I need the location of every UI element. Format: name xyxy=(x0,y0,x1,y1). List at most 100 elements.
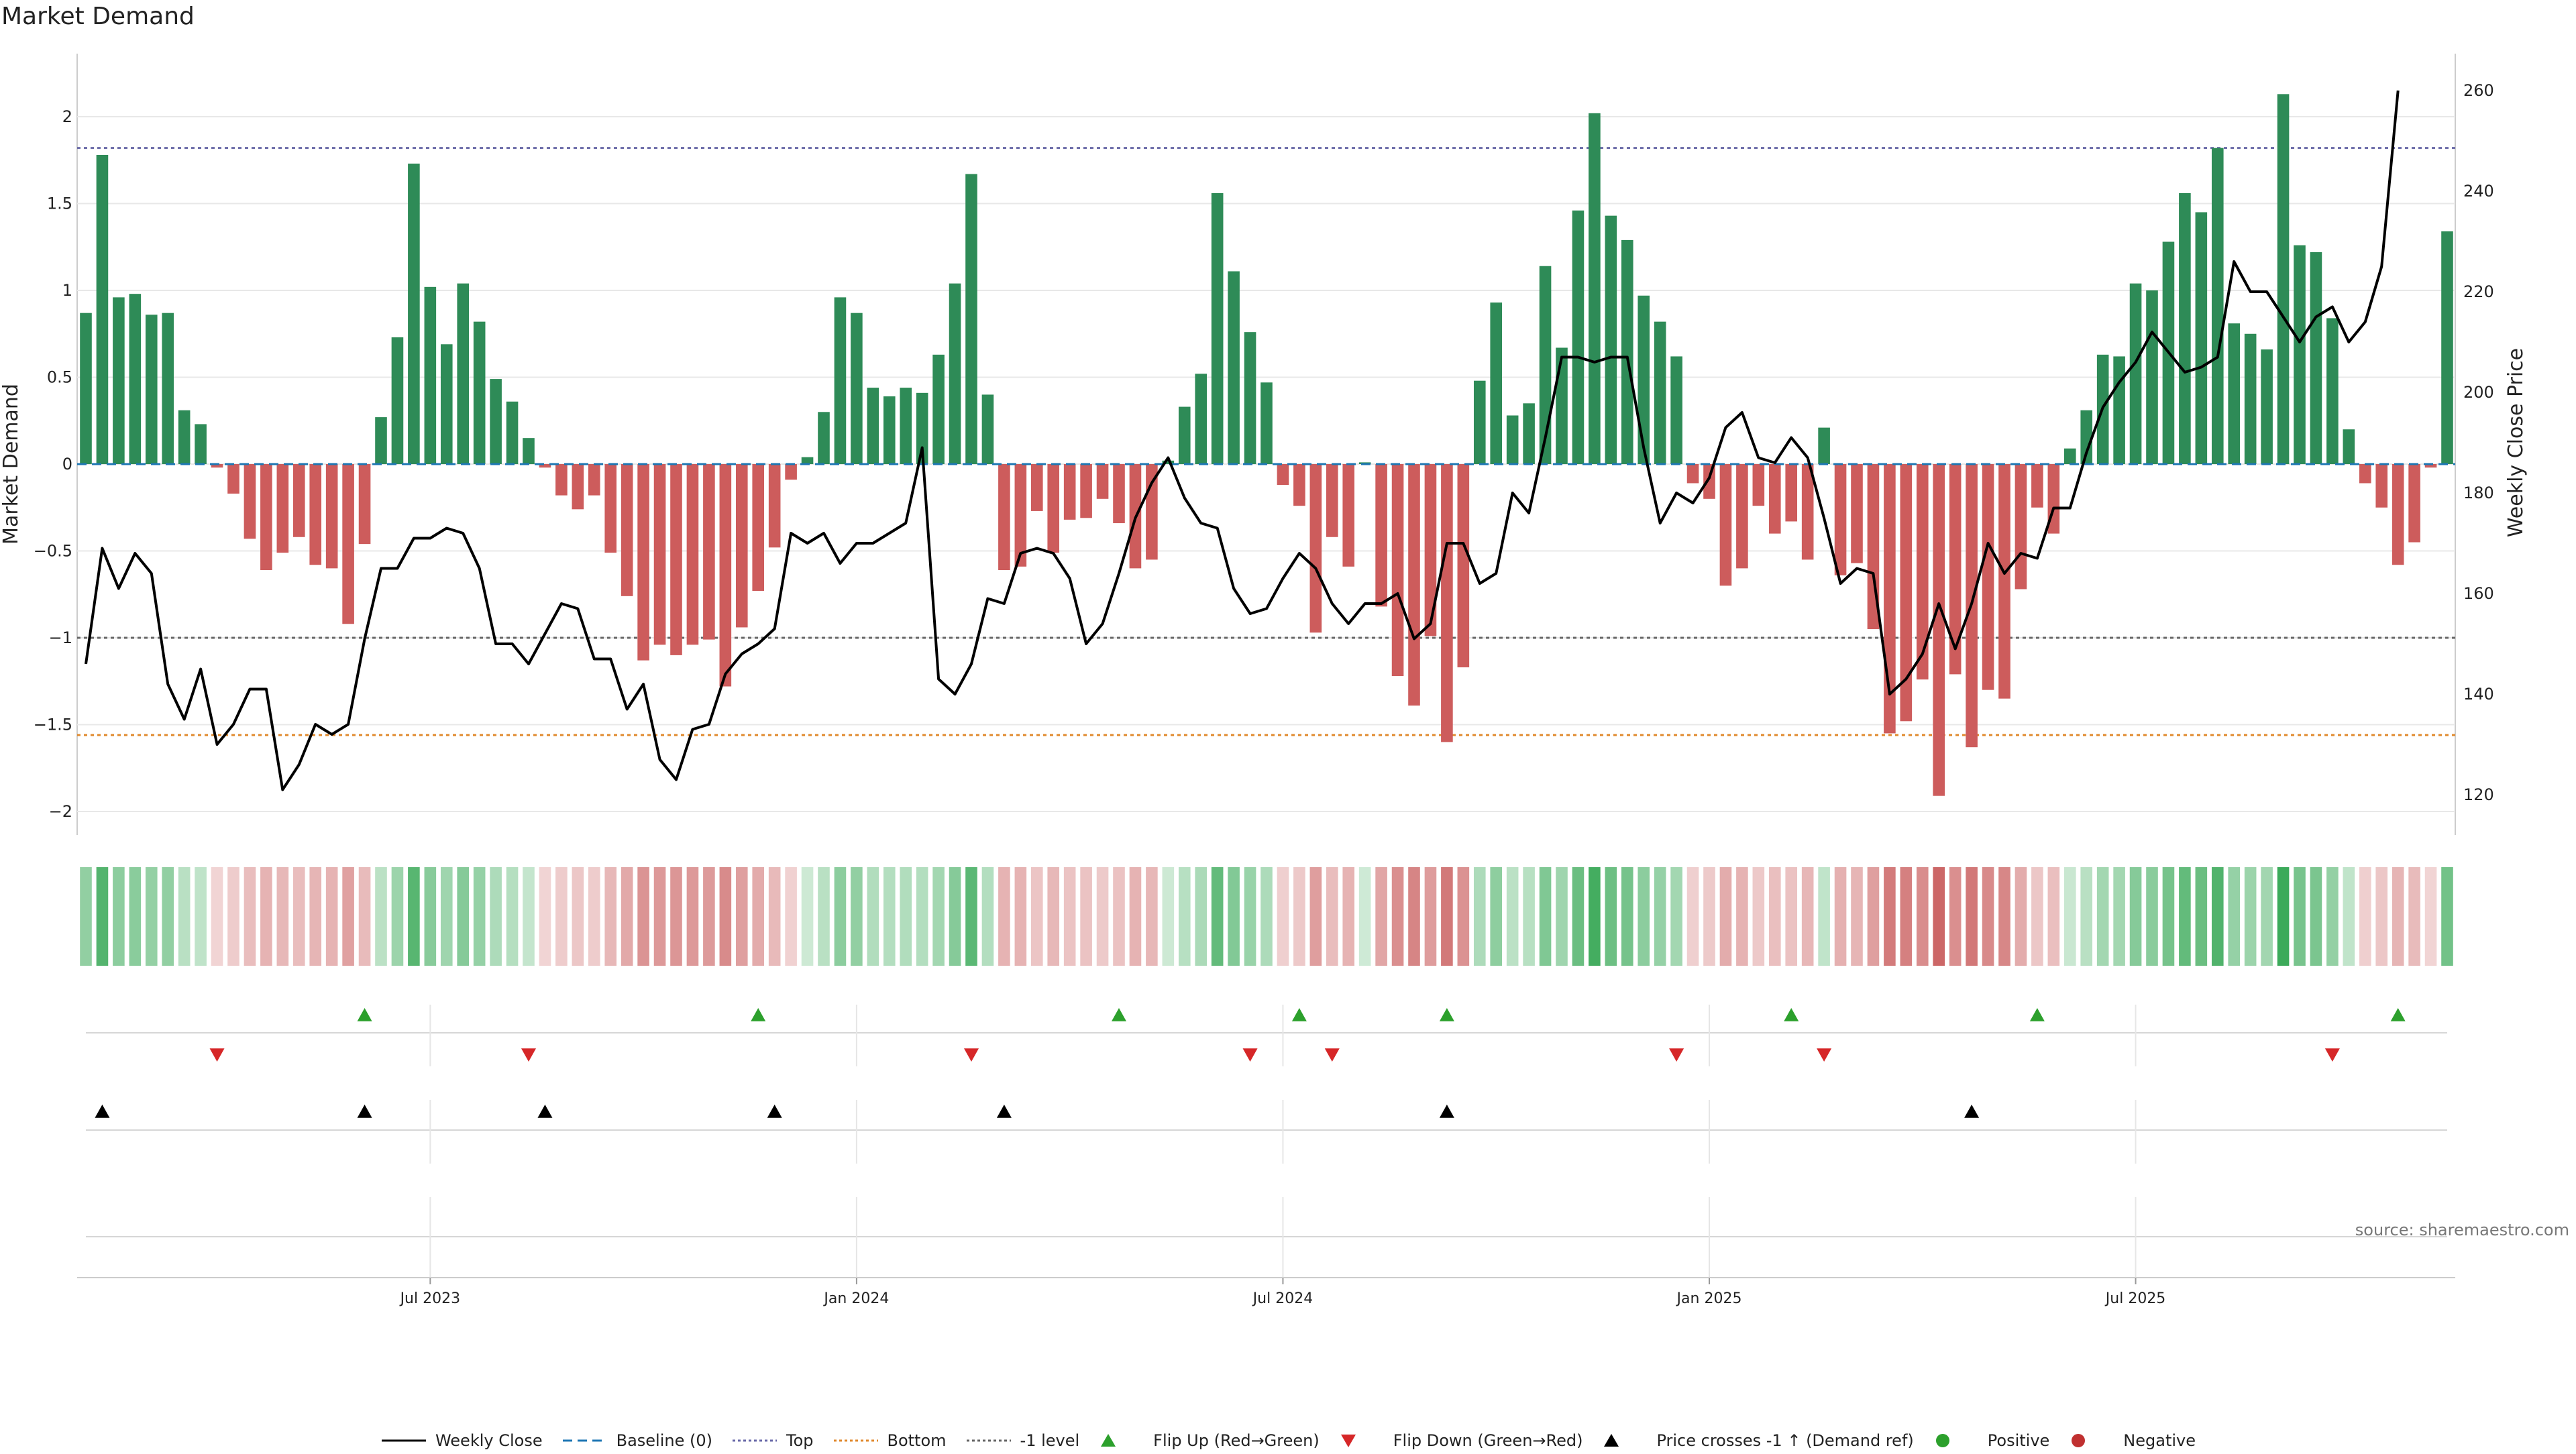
demand-bar xyxy=(752,464,765,592)
demand-bar xyxy=(1457,464,1470,668)
heat-strip-cell xyxy=(2211,867,2224,966)
demand-bar xyxy=(1752,464,1765,506)
demand-bar xyxy=(735,464,748,628)
legend-item: Price crosses -1 ↑ (Demand ref) xyxy=(1601,1431,1914,1450)
heat-strip-cell xyxy=(1014,867,1027,966)
heat-strip-cell xyxy=(1589,867,1601,966)
heat-strip-cell xyxy=(440,867,453,966)
demand-bar xyxy=(1244,332,1256,464)
heat-strip-cell xyxy=(883,867,896,966)
demand-bar xyxy=(2195,212,2208,464)
heat-strip-cell xyxy=(2047,867,2060,966)
heat-strip-cell xyxy=(2195,867,2208,966)
demand-bar xyxy=(1408,464,1420,706)
heat-strip-cell xyxy=(1030,867,1043,966)
heat-strip-cell xyxy=(1228,867,1240,966)
heat-strip-cell xyxy=(113,867,125,966)
heat-strip-cell xyxy=(473,867,486,966)
demand-bar xyxy=(1589,113,1601,464)
heat-strip-cell xyxy=(555,867,568,966)
demand-bar xyxy=(2326,318,2339,464)
flip-down-marker xyxy=(1242,1048,1258,1062)
heat-strip-cell xyxy=(1113,867,1125,966)
demand-bar xyxy=(1605,215,1617,464)
y-tick-label: 0.5 xyxy=(47,368,72,387)
demand-bar xyxy=(342,464,354,624)
legend-item: Negative xyxy=(2068,1431,2196,1450)
heat-strip-cell xyxy=(900,867,912,966)
heat-strip-cell xyxy=(1818,867,1830,966)
legend-label: Top xyxy=(786,1431,814,1450)
heat-strip-cell xyxy=(2129,867,2142,966)
heat-strip-cell xyxy=(653,867,666,966)
heat-strip-cell xyxy=(1146,867,1158,966)
flip-up-marker xyxy=(357,1008,372,1021)
heat-strip-cell xyxy=(1490,867,1503,966)
demand-bar xyxy=(801,457,814,464)
heat-strip-cell xyxy=(1670,867,1682,966)
heat-strip-cell xyxy=(965,867,977,966)
demand-bar xyxy=(1080,464,1092,518)
heat-strip-cell xyxy=(1375,867,1387,966)
demand-bar xyxy=(1686,464,1699,484)
heat-strip-cell xyxy=(2294,867,2306,966)
demand-bar xyxy=(1572,210,1585,464)
legend-label: Flip Up (Red→Green) xyxy=(1153,1431,1320,1450)
demand-bar xyxy=(818,412,830,464)
demand-bar xyxy=(244,464,256,539)
flip-down-marker xyxy=(1817,1048,1832,1062)
legend-item: Bottom xyxy=(833,1431,947,1450)
heat-strip-cell xyxy=(1129,867,1142,966)
demand-bar xyxy=(670,464,682,655)
heat-strip-cell xyxy=(2228,867,2241,966)
demand-bar xyxy=(851,313,863,464)
legend-symbol-icon xyxy=(966,1439,1011,1442)
demand-bar xyxy=(2359,464,2371,484)
demand-bar xyxy=(1047,464,1060,553)
price-cross-marker xyxy=(357,1105,372,1118)
demand-bar xyxy=(145,315,158,464)
y2-tick-label: 260 xyxy=(2463,81,2494,100)
heat-strip-cell xyxy=(539,867,551,966)
demand-bar xyxy=(2063,448,2076,464)
demand-bar xyxy=(2031,464,2043,508)
demand-bar xyxy=(1785,464,1798,522)
price-cross-marker xyxy=(1439,1105,1454,1118)
heat-strip-cell xyxy=(818,867,830,966)
demand-bar xyxy=(309,464,322,565)
flip-up-marker xyxy=(1291,1008,1307,1021)
demand-bar xyxy=(604,464,617,553)
heat-strip-cell xyxy=(932,867,945,966)
y2-tick-label: 220 xyxy=(2463,282,2494,301)
demand-bar xyxy=(113,297,125,464)
heat-strip-cell xyxy=(1621,867,1633,966)
flip-down-marker xyxy=(1669,1048,1684,1062)
legend-item: Baseline (0) xyxy=(561,1431,712,1450)
demand-bar xyxy=(2424,464,2437,468)
demand-bar xyxy=(2228,323,2241,464)
demand-bar xyxy=(375,417,387,464)
legend-label: Bottom xyxy=(887,1431,947,1450)
demand-bar xyxy=(2294,245,2306,464)
demand-bar xyxy=(96,154,109,465)
price-cross-marker xyxy=(537,1105,553,1118)
demand-bar xyxy=(408,163,420,464)
heat-strip-cell xyxy=(1096,867,1109,966)
heat-strip-cell xyxy=(1260,867,1273,966)
demand-bar xyxy=(2211,148,2224,464)
heat-strip-cell xyxy=(785,867,797,966)
demand-bar xyxy=(1834,464,1847,575)
y2-tick-label: 180 xyxy=(2463,484,2494,502)
demand-bar xyxy=(621,464,633,596)
heat-strip-cell xyxy=(309,867,322,966)
y2-tick-label: 160 xyxy=(2463,584,2494,603)
heat-strip-cell xyxy=(506,867,519,966)
heat-strip-cell xyxy=(1195,867,1208,966)
heat-strip-cell xyxy=(1703,867,1715,966)
demand-bar xyxy=(391,337,404,464)
demand-bar xyxy=(719,464,732,687)
price-cross-marker xyxy=(95,1105,110,1118)
flip-down-marker xyxy=(521,1048,536,1062)
heat-strip-cell xyxy=(96,867,109,966)
demand-bar xyxy=(867,388,879,464)
